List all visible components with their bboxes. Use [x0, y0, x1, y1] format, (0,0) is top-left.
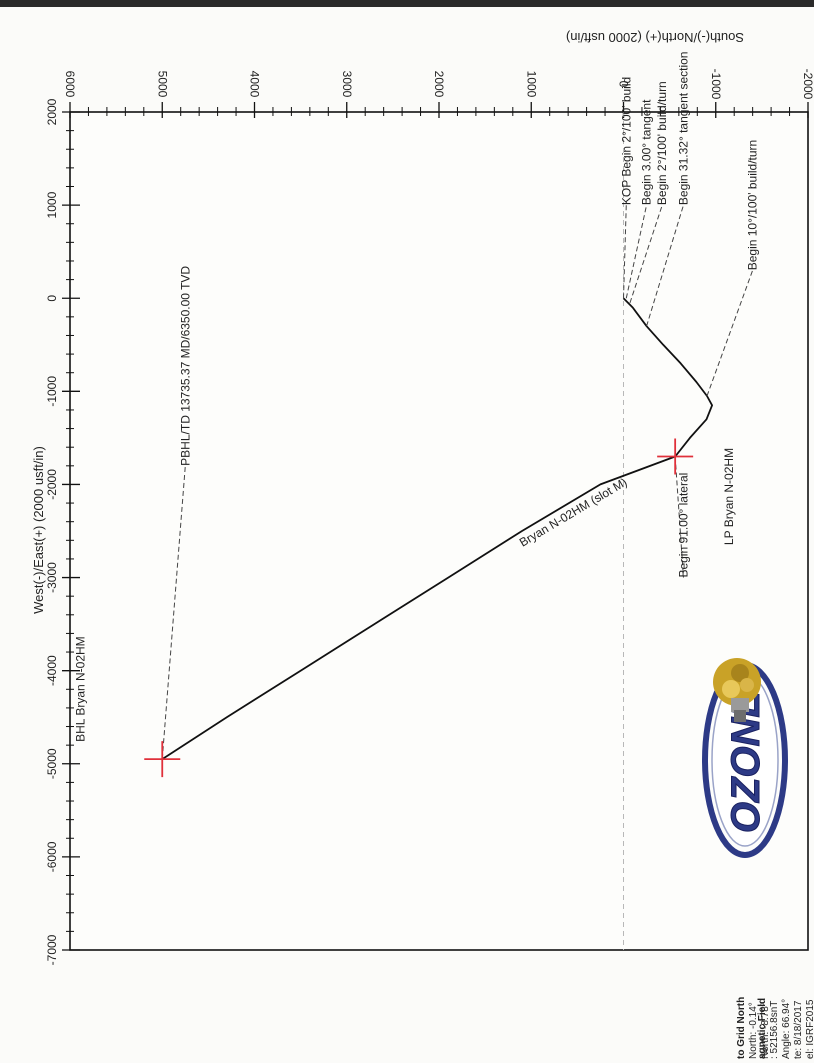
north-ref-line-1: to Grid North	[736, 997, 747, 1059]
scan-top-border	[0, 0, 814, 7]
annotation-label: PBHL/TD 13735.37 MD/6350.00 TVD	[178, 266, 192, 466]
annotation-label: Begin 91.00° lateral	[676, 473, 690, 578]
magnetic-field-block: agnetic Field : 52156.8snT Angle: 66.94°…	[757, 998, 814, 1059]
y-tick-label: 5000	[155, 71, 169, 98]
x-tick-label: -6000	[45, 841, 59, 872]
y-tick-label: 4000	[248, 71, 262, 98]
y-tick-label: 6000	[63, 71, 77, 98]
annotation-label: Begin 10°/100' build/turn	[746, 140, 760, 271]
ozone-logo: OZONE	[702, 658, 788, 858]
annotation-label: KOP Begin 2°/100' build	[619, 77, 633, 205]
y-axis-ticks: 6000 5000 4000 3000 2000 1000 0 -1000 -2000	[63, 69, 814, 118]
mag-line-4: te: 8/18/2017	[793, 1000, 804, 1059]
y-tick-label: 2000	[432, 71, 446, 98]
plot-frame	[69, 111, 809, 951]
trajectory-line	[161, 297, 713, 760]
x-axis-title: West(-)/East(+) (2000 usft/in)	[31, 446, 46, 614]
y-tick-label: 3000	[340, 71, 354, 98]
x-tick-label: -5000	[45, 748, 59, 779]
y-tick-label: 0	[617, 81, 631, 88]
x-tick-label: -1000	[45, 376, 59, 407]
x-tick-label: -7000	[45, 934, 59, 965]
y-axis-title: South(-)/North(+) (2000 usft/in)	[566, 30, 744, 45]
y-tick-label: -2000	[801, 69, 814, 100]
mag-line-2: : 52156.8snT	[769, 1001, 780, 1059]
marker-label: BHL Bryan N-02HM	[73, 636, 87, 742]
y-tick-label: -1000	[709, 69, 723, 100]
north-ref-line-2: North: -0.14°	[748, 1002, 759, 1059]
annotation-leader	[629, 204, 663, 304]
y-tick-label: 1000	[524, 71, 538, 98]
x-axis-ticks: -7000 -6000 -5000 -4000 -3000 -2000 -1000 0 1000…	[45, 98, 80, 965]
annotation-leader	[706, 270, 754, 397]
marker-label: LP Bryan N-02HM	[722, 448, 736, 545]
mag-line-1: agnetic Field	[757, 998, 768, 1059]
x-tick-label: -3000	[45, 562, 59, 593]
annotation-label: Begin 31.32° tangent section	[676, 52, 690, 206]
annotation-leader	[646, 204, 684, 327]
annotation-label: Begin 3.00° tangent	[640, 99, 654, 205]
x-tick-label: -4000	[45, 655, 59, 686]
annotations: KOP Begin 2°/100' build Begin 3.00° tange…	[161, 52, 760, 760]
x-tick-label: 0	[45, 295, 59, 302]
x-tick-label: 2000	[45, 98, 59, 125]
north-reference-block: to Grid North North: -0.14° North: -8.78…	[736, 997, 771, 1059]
drill-bit-graphic	[713, 658, 761, 722]
annotation-leader	[161, 465, 186, 760]
x-tick-label: -2000	[45, 469, 59, 500]
mag-line-3: Angle: 66.94°	[781, 999, 792, 1059]
x-tick-label: 1000	[45, 191, 59, 218]
annotation-label: Begin 2°/100' build/turn	[655, 81, 669, 205]
mag-line-5: el: IGRF2015	[805, 999, 814, 1059]
annotation-leader	[674, 456, 684, 578]
north-ref-line-3: North: -8.78°	[760, 1002, 771, 1059]
plot-area	[69, 111, 809, 951]
target-markers: LP Bryan N-02HM BHL Bryan N-02HM	[73, 438, 736, 778]
